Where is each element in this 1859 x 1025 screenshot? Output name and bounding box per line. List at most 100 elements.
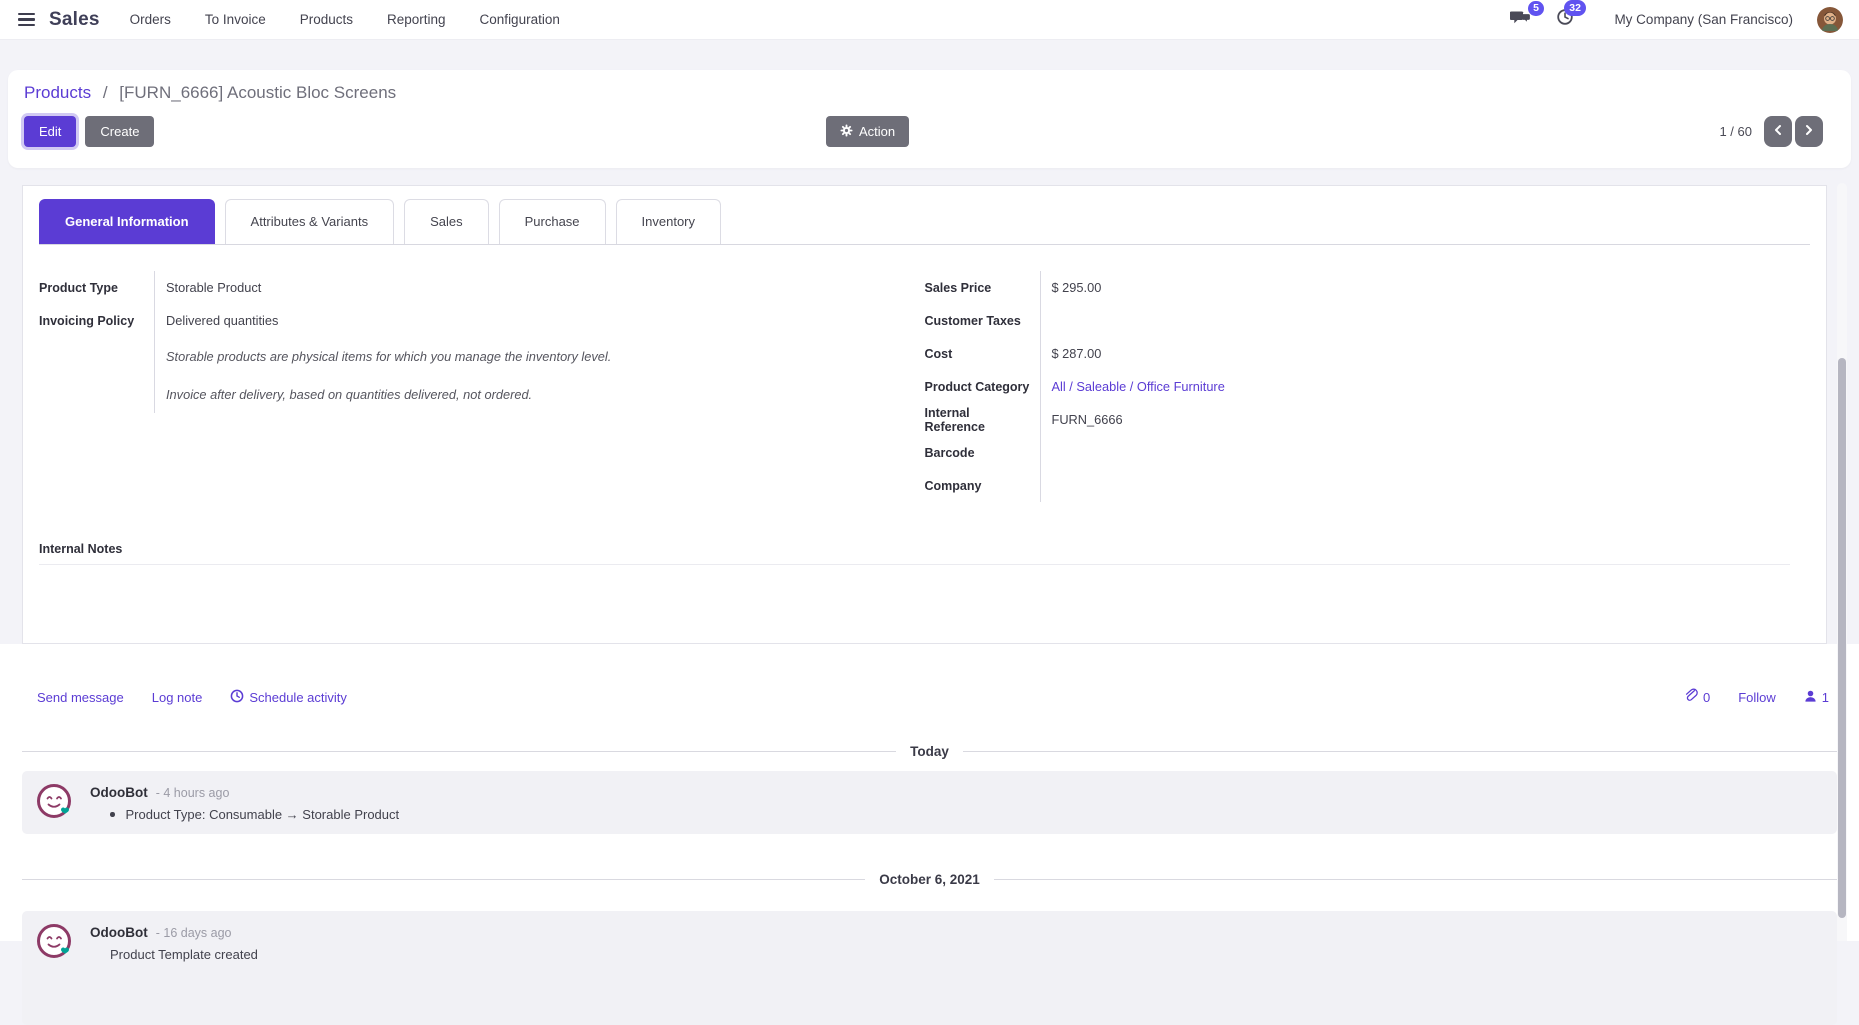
field-label: Internal Reference [924, 405, 985, 434]
action-button-label: Action [859, 124, 896, 139]
field-label: Barcode [924, 445, 975, 460]
date-label: Today [910, 744, 949, 759]
message-time: - 16 days ago [155, 926, 232, 940]
nav-item-configuration[interactable]: Configuration [479, 12, 560, 27]
scrollbar-thumb[interactable] [1838, 358, 1846, 918]
form-group-left: Product Type Storable Product Invoicing … [39, 271, 925, 502]
field-label: Sales Price [924, 280, 992, 295]
form-fields: Product Type Storable Product Invoicing … [39, 271, 1810, 502]
chatter-actions: Send message Log note Schedule activity [37, 689, 347, 706]
messages-badge: 5 [1527, 0, 1545, 17]
field-label: Cost [924, 346, 953, 361]
nav-item-to-invoice[interactable]: To Invoice [204, 12, 266, 27]
nav-item-orders[interactable]: Orders [129, 12, 171, 27]
odoobot-avatar [36, 923, 73, 960]
field-label: Product Category [924, 379, 1030, 394]
bullet-icon [110, 812, 115, 817]
date-label: October 6, 2021 [879, 872, 980, 887]
nav-item-products[interactable]: Products [299, 12, 353, 27]
chevron-right-icon [1803, 123, 1815, 140]
follow-button[interactable]: Follow [1738, 689, 1776, 705]
scrollbar-track[interactable] [1837, 183, 1847, 941]
message-body-text: Product Template created [110, 947, 258, 962]
field-note-row: Storable products are physical items for… [39, 337, 925, 375]
field-barcode: Barcode [925, 436, 1811, 469]
top-navbar: Sales Orders To Invoice Products Reporti… [0, 0, 1859, 40]
product-category-link[interactable]: All / Saleable / Office Furniture [1051, 379, 1225, 394]
schedule-activity-button[interactable]: Schedule activity [230, 689, 347, 706]
internal-notes-section: Internal Notes [39, 542, 1790, 565]
field-label: Company [924, 478, 982, 493]
tab-sales[interactable]: Sales [404, 199, 489, 244]
edit-button[interactable]: Edit [24, 116, 77, 147]
message: OdooBot - 16 days ago Product Template c… [22, 911, 1837, 1025]
field-value: Delivered quantities [154, 304, 925, 337]
message-time: - 4 hours ago [155, 786, 230, 800]
field-sales-price: Sales Price $ 295.00 [925, 271, 1811, 304]
followers-button[interactable]: 1 [1804, 689, 1829, 706]
form-sheet: General Information Attributes & Variant… [22, 185, 1827, 644]
field-note-row: Invoice after delivery, based on quantit… [39, 375, 925, 413]
field-value: $ 287.00 [1039, 337, 1811, 370]
activities-badge: 32 [1563, 0, 1587, 16]
field-label: Product Type [39, 280, 118, 295]
message-author[interactable]: OdooBot [90, 785, 148, 800]
field-value [1039, 436, 1811, 469]
message-body: Product Template created [90, 947, 1823, 962]
field-value [1039, 469, 1811, 502]
action-button[interactable]: Action [826, 116, 910, 147]
pager-value[interactable]: 1 / 60 [1719, 124, 1752, 139]
tab-inventory[interactable]: Inventory [615, 199, 722, 244]
date-divider-october: October 6, 2021 [22, 872, 1837, 887]
gear-icon [840, 123, 853, 140]
field-value: FURN_6666 [1039, 403, 1811, 436]
field-label: Customer Taxes [924, 313, 1021, 328]
company-switcher[interactable]: My Company (San Francisco) [1614, 12, 1793, 27]
apps-menu-icon[interactable] [14, 9, 39, 30]
nav-item-reporting[interactable]: Reporting [387, 12, 446, 27]
tab-attributes-variants[interactable]: Attributes & Variants [224, 199, 395, 244]
field-value: $ 295.00 [1039, 271, 1811, 304]
user-avatar[interactable] [1817, 6, 1843, 33]
field-customer-taxes: Customer Taxes [925, 304, 1811, 337]
date-divider-today: Today [22, 744, 1838, 759]
app-menu: Orders To Invoice Products Reporting Con… [130, 12, 560, 27]
activities-menu-button[interactable]: 32 [1556, 0, 1587, 31]
person-icon [1804, 689, 1817, 706]
tab-purchase[interactable]: Purchase [498, 199, 606, 244]
attachments-button[interactable]: 0 [1684, 688, 1710, 706]
field-value [1039, 304, 1811, 337]
field-label: Invoicing Policy [39, 313, 135, 328]
chatter-topbar: Send message Log note Schedule activity [0, 644, 1859, 706]
pager: 1 / 60 [1719, 116, 1823, 147]
invoicing-policy-help-note: Invoice after delivery, based on quantit… [154, 375, 925, 413]
message-body-text: Product Type: Consumable → Storable Prod… [125, 807, 400, 822]
create-button[interactable]: Create [85, 116, 155, 147]
field-internal-reference: Internal Reference FURN_6666 [925, 403, 1811, 436]
messages-menu-button[interactable]: 5 [1509, 0, 1545, 31]
tab-general-information[interactable]: General Information [39, 199, 215, 244]
attachments-count: 0 [1702, 689, 1711, 705]
product-type-help-note: Storable products are physical items for… [154, 337, 925, 375]
breadcrumb-products-link[interactable]: Products [24, 83, 92, 102]
control-panel: Products / [FURN_6666] Acoustic Bloc Scr… [8, 70, 1851, 168]
chatter-tools: 0 Follow 1 [1684, 688, 1829, 706]
schedule-activity-label: Schedule activity [249, 689, 347, 705]
odoobot-avatar [36, 783, 73, 820]
pager-next-button[interactable] [1795, 116, 1823, 147]
field-product-type: Product Type Storable Product [39, 271, 925, 304]
message-author[interactable]: OdooBot [90, 925, 148, 940]
message-content: OdooBot - 16 days ago Product Template c… [90, 923, 1823, 1013]
message: OdooBot - 4 hours ago Product Type: Cons… [22, 771, 1837, 834]
pager-previous-button[interactable] [1764, 116, 1792, 147]
log-note-button[interactable]: Log note [151, 689, 203, 705]
form-group-right: Sales Price $ 295.00 Customer Taxes Cost… [925, 271, 1811, 502]
breadcrumb-current: [FURN_6666] Acoustic Bloc Screens [119, 83, 397, 102]
send-message-button[interactable]: Send message [37, 689, 124, 705]
chevron-left-icon [1772, 123, 1784, 140]
message-body: Product Type: Consumable → Storable Prod… [90, 807, 1823, 822]
field-value: All / Saleable / Office Furniture [1039, 370, 1811, 403]
app-name[interactable]: Sales [49, 8, 100, 30]
control-panel-buttons: Edit Create Action 1 / 60 [24, 116, 1851, 147]
field-value: Storable Product [154, 271, 925, 304]
